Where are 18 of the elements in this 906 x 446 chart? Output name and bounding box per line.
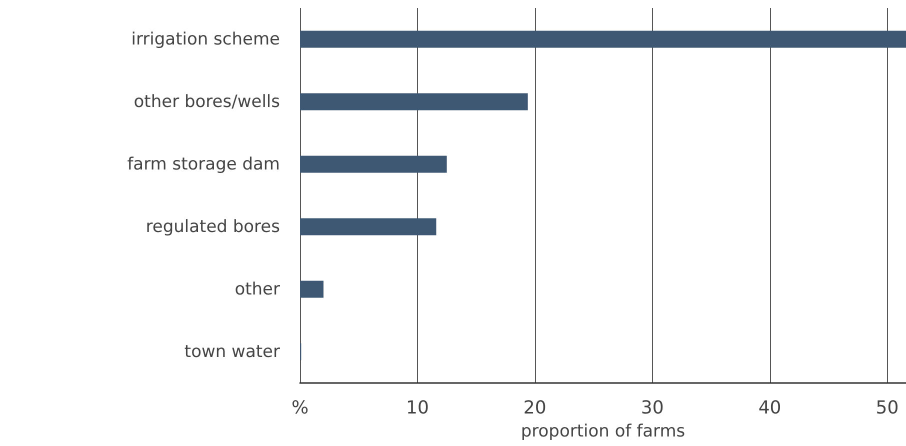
y-tick-label: other bores/wells	[134, 92, 280, 112]
bar	[300, 93, 528, 110]
bar	[300, 156, 447, 173]
bar	[300, 280, 324, 298]
x-tick-label: 10	[406, 398, 429, 418]
x-axis-title: proportion of farms	[520, 422, 686, 442]
x-tick-label: 50	[876, 398, 899, 418]
bar	[300, 30, 906, 48]
x-tick-label: %	[291, 398, 309, 418]
x-tick-label: 40	[758, 398, 782, 418]
y-tick-label: irrigation scheme	[131, 29, 280, 50]
y-tick-label: regulated bores	[146, 216, 280, 237]
y-tick-label: town water	[184, 342, 280, 362]
x-tick-label: 30	[640, 398, 664, 418]
y-tick-label: farm storage dam	[127, 154, 280, 174]
y-tick-label: other	[234, 279, 280, 300]
bar	[300, 218, 436, 236]
x-tick-label: 20	[523, 398, 546, 418]
